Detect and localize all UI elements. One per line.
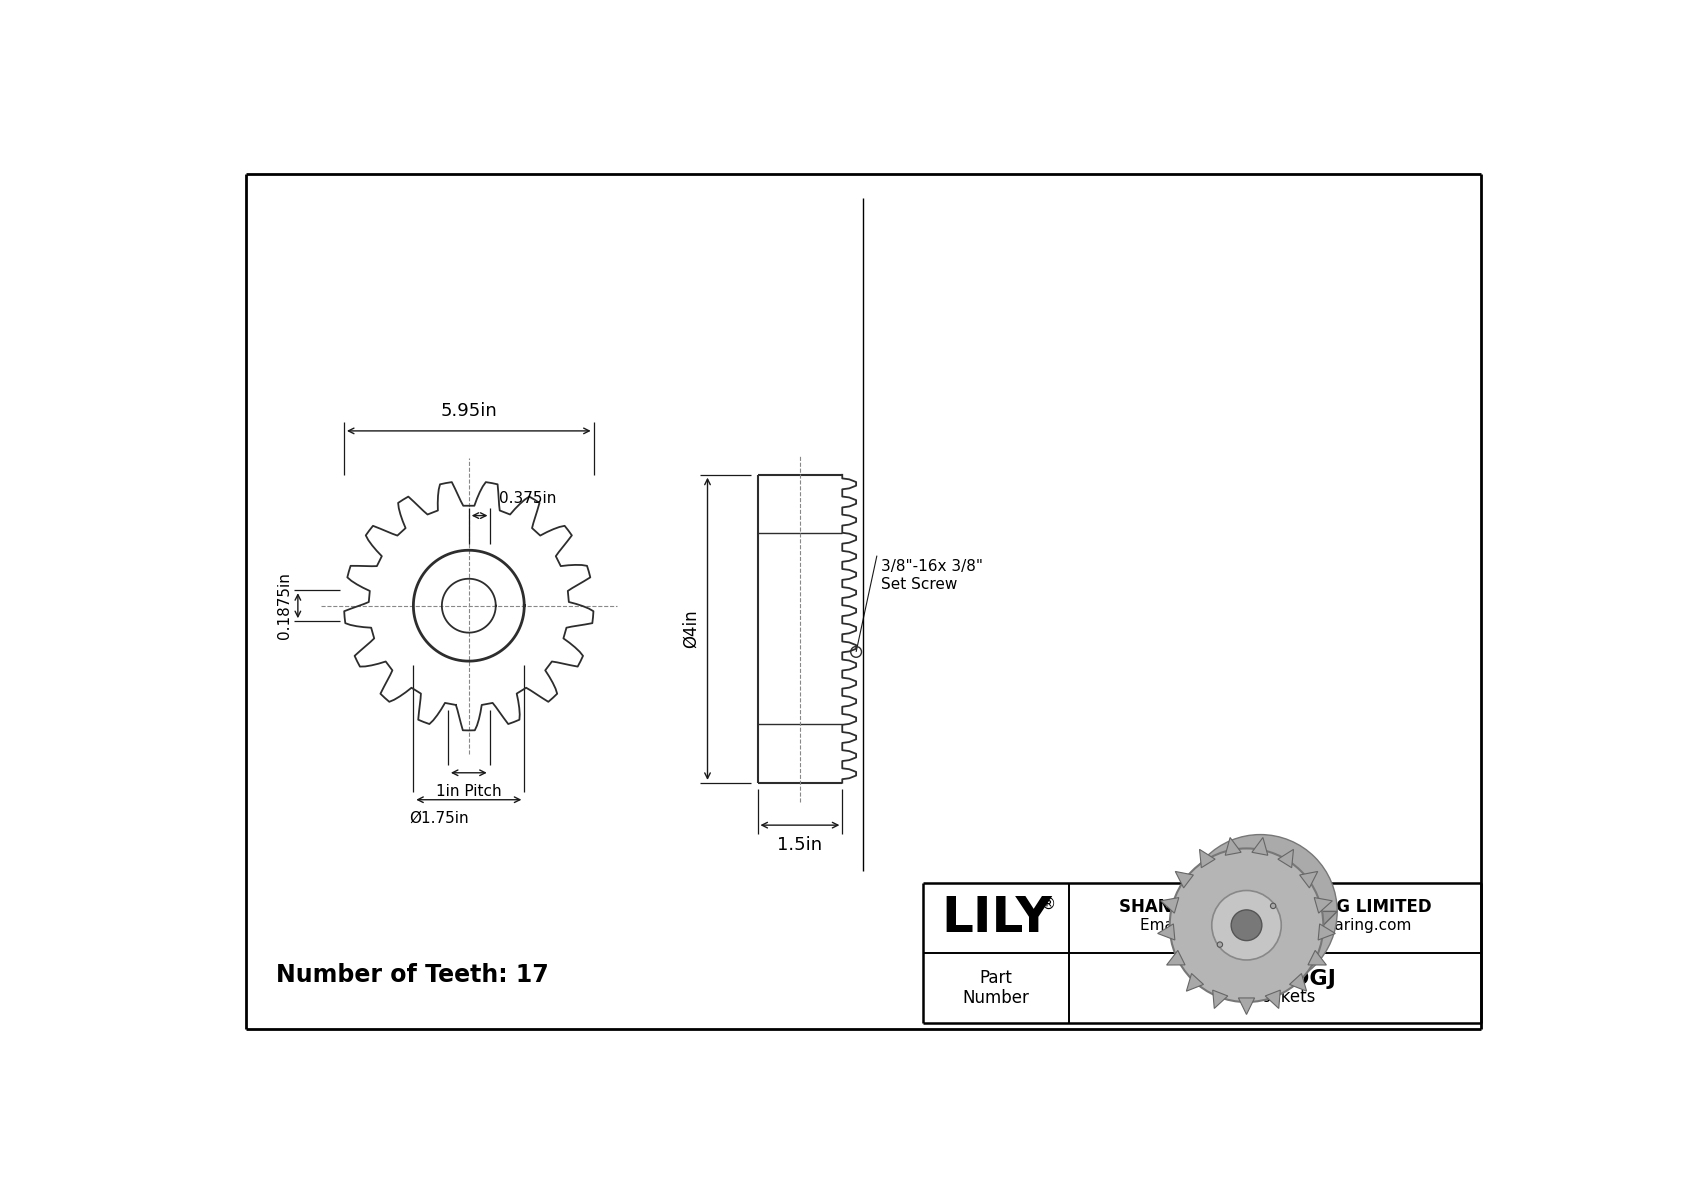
- Polygon shape: [1226, 837, 1241, 855]
- Polygon shape: [1308, 950, 1327, 965]
- Polygon shape: [1319, 924, 1335, 940]
- Polygon shape: [1238, 998, 1255, 1015]
- Polygon shape: [1175, 872, 1194, 887]
- Ellipse shape: [1170, 848, 1324, 1002]
- Polygon shape: [1170, 911, 1337, 925]
- Polygon shape: [1251, 837, 1268, 855]
- Text: 3/8"-16x 3/8"
Set Screw: 3/8"-16x 3/8" Set Screw: [881, 560, 983, 592]
- Polygon shape: [1187, 973, 1204, 991]
- Text: 1.5in: 1.5in: [778, 836, 822, 854]
- Polygon shape: [1160, 898, 1179, 913]
- Text: 5.95in: 5.95in: [441, 403, 497, 420]
- Text: 1in Pitch: 1in Pitch: [436, 784, 502, 798]
- Text: Ø4in: Ø4in: [682, 610, 701, 648]
- Polygon shape: [1290, 973, 1307, 991]
- Text: LILY: LILY: [941, 894, 1051, 942]
- Text: SHANGHAI LILY BEARING LIMITED: SHANGHAI LILY BEARING LIMITED: [1120, 898, 1431, 916]
- Text: Part
Number: Part Number: [963, 968, 1029, 1008]
- Polygon shape: [1278, 849, 1293, 868]
- Polygon shape: [1300, 872, 1317, 887]
- Polygon shape: [1157, 924, 1175, 940]
- Polygon shape: [1167, 950, 1186, 965]
- Polygon shape: [1314, 898, 1332, 913]
- Text: Ø1.75in: Ø1.75in: [409, 811, 470, 825]
- Polygon shape: [1212, 990, 1228, 1009]
- Ellipse shape: [1184, 835, 1337, 989]
- Text: 0.1875in: 0.1875in: [276, 572, 291, 640]
- Polygon shape: [1265, 990, 1280, 1009]
- Ellipse shape: [1212, 891, 1282, 960]
- Circle shape: [1218, 942, 1223, 947]
- Text: Email: lilybearing@lily-bearing.com: Email: lilybearing@lily-bearing.com: [1140, 918, 1411, 934]
- Text: ®: ®: [1041, 897, 1056, 911]
- Text: CFAATDGJ: CFAATDGJ: [1214, 968, 1337, 989]
- Polygon shape: [1199, 849, 1216, 868]
- Text: 0.375in: 0.375in: [498, 492, 556, 506]
- Text: Sprockets: Sprockets: [1234, 989, 1317, 1006]
- Text: Number of Teeth: 17: Number of Teeth: 17: [276, 964, 549, 987]
- Ellipse shape: [1231, 910, 1261, 941]
- Circle shape: [1270, 903, 1276, 909]
